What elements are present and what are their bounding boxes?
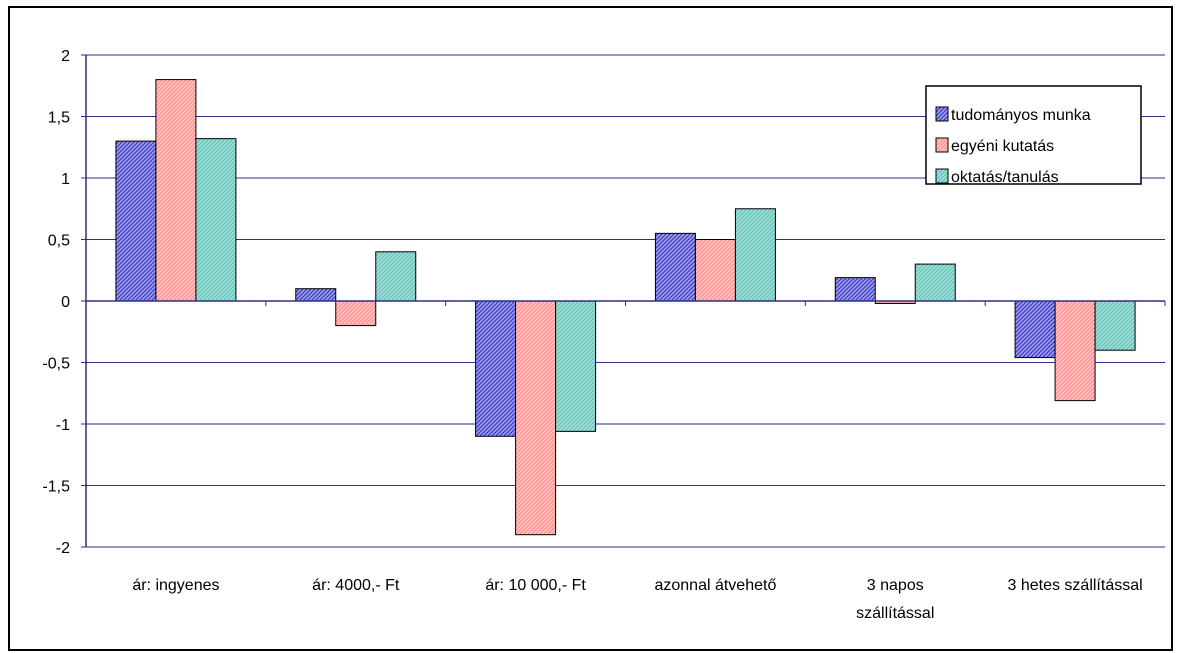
bar (515, 300, 557, 536)
grid-lines (86, 54, 1165, 548)
bars (115, 79, 1136, 536)
bar (1094, 300, 1136, 351)
legend-swatch (935, 168, 949, 184)
bar (914, 263, 956, 302)
bar (555, 300, 597, 432)
legend-label: tudományos munka (951, 107, 1091, 124)
legend-swatch (935, 106, 949, 122)
x-tick-label: ár: 4000,- Ft (312, 577, 400, 594)
legend: tudományos munka egyéni kutatás oktatás/ta… (925, 85, 1142, 186)
x-tick-labels: ár: ingyenes ár: 4000,- Ft ár: 10 000,- Ft… (132, 577, 1142, 622)
legend-swatch (935, 137, 949, 153)
legend-label: egyéni kutatás (951, 138, 1054, 155)
bar (195, 138, 237, 302)
legend-box (925, 85, 1142, 185)
y-tick-label: -0,5 (42, 356, 70, 373)
bar (734, 208, 776, 302)
bar (115, 140, 157, 302)
x-tick-label: ár: 10 000,- Ft (485, 577, 586, 594)
y-tick-label: -1 (56, 417, 70, 434)
x-tick-label: 3 hetes szállítással (1007, 577, 1142, 594)
bar (375, 251, 417, 302)
x-tick-label: ár: ingyenes (132, 577, 219, 594)
bar (654, 232, 696, 302)
bar (155, 79, 197, 302)
bar (1054, 300, 1096, 402)
y-tick-label: 0,5 (48, 233, 70, 250)
y-tick-label: 2 (61, 48, 70, 65)
y-tick-labels: 2 1,5 1 0,5 0 -0,5 -1 -1,5 -2 (42, 48, 70, 557)
axes (81, 54, 1166, 548)
bar (1014, 300, 1056, 359)
x-tick-label: szállítással (856, 605, 934, 622)
bar (335, 300, 377, 327)
bar (295, 288, 337, 302)
legend-label: oktatás/tanulás (951, 169, 1059, 186)
bar (475, 300, 517, 437)
y-tick-label: 1,5 (48, 110, 70, 127)
x-tick-label: azonnal átvehető (654, 577, 776, 594)
bar (834, 277, 876, 302)
y-tick-label: -2 (56, 540, 70, 557)
bar (694, 239, 736, 302)
x-tick-label: 3 napos (867, 577, 924, 594)
y-tick-label: 0 (61, 294, 70, 311)
y-tick-label: -1,5 (42, 479, 70, 496)
y-tick-label: 1 (61, 171, 70, 188)
